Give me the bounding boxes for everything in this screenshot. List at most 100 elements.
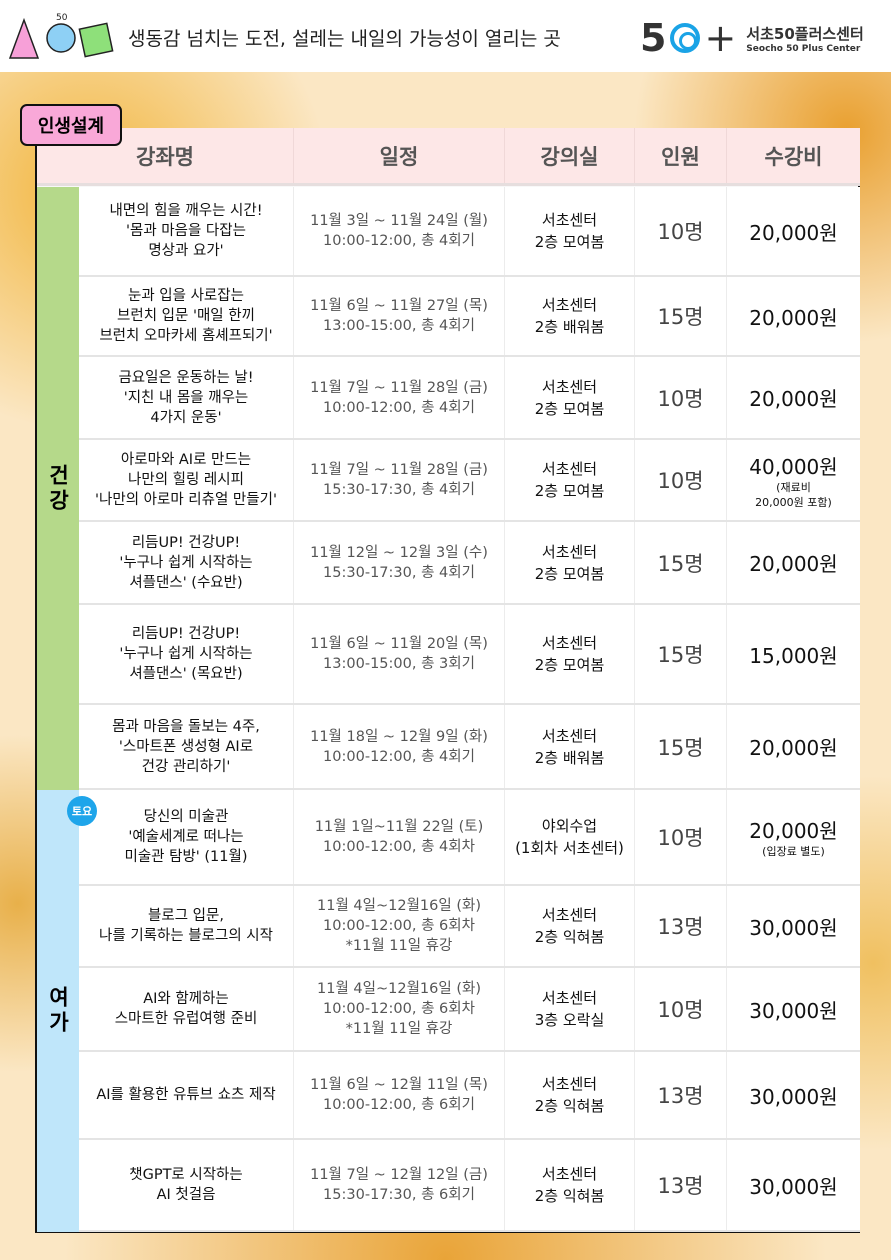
course-capacity: 13명 [635, 886, 727, 966]
course-schedule: 11월 18일 ~ 12월 9일 (화) 10:00-12:00, 총 4회기 [294, 705, 505, 788]
course-fee-cell: 20,000원 (입장료 별도) [727, 790, 860, 884]
course-fee: 40,000원 [749, 454, 838, 479]
course-schedule: 11월 6일 ~ 11월 27일 (목) 13:00-15:00, 총 4회기 [294, 277, 505, 355]
category-health: 건강 [37, 187, 79, 790]
table-row: AI와 함께하는 스마트한 유럽여행 준비 11월 4일~12월16일 (화) … [79, 968, 860, 1052]
course-name: 내면의 힘을 깨우는 시간! '몸과 마음을 다잡는 명상과 요가' [79, 187, 294, 275]
course-fee-cell: 30,000원 [727, 1052, 860, 1138]
course-room: 서초센터 2층 익혀봄 [505, 886, 635, 966]
course-name: 아로마와 AI로 만드는 나만의 힐링 레시피 '나만의 아로마 리츄얼 만들기… [79, 440, 294, 520]
ring-icon [670, 23, 701, 53]
course-fee-cell: 30,000원 [727, 1140, 860, 1230]
course-capacity: 15명 [635, 705, 727, 788]
course-capacity: 15명 [635, 277, 727, 355]
course-name: 금요일은 운동하는 날! '지친 내 몸을 깨우는 4가지 운동' [79, 357, 294, 438]
course-fee: 30,000원 [749, 915, 838, 940]
course-fee-cell: 30,000원 [727, 886, 860, 966]
course-room: 서초센터 2층 익혀봄 [505, 1052, 635, 1138]
course-fee: 20,000원 [749, 552, 838, 576]
course-name: 리듬UP! 건강UP! '누구나 쉽게 시작하는 셔플댄스' (수요반) [79, 522, 294, 603]
course-schedule: 11월 4일~12월16일 (화) 10:00-12:00, 총 6회차 *11… [294, 886, 505, 966]
course-room: 서초센터 2층 모여봄 [505, 357, 635, 438]
col-schedule: 일정 [294, 128, 505, 183]
table-row: 눈과 입을 사로잡는 브런치 입문 '매일 한끼 브런치 오마카세 홈셰프되기'… [79, 277, 860, 357]
course-capacity: 10명 [635, 357, 727, 438]
svg-text:50: 50 [56, 13, 68, 23]
course-capacity: 15명 [635, 605, 727, 703]
course-name: AI와 함께하는 스마트한 유럽여행 준비 [79, 968, 294, 1050]
table-row: 블로그 입문, 나를 기록하는 블로그의 시작 11월 4일~12월16일 (화… [79, 886, 860, 968]
course-name: 몸과 마음을 돌보는 4주, '스마트폰 생성형 AI로 건강 관리하기' [79, 705, 294, 788]
course-room: 서초센터 2층 모여봄 [505, 440, 635, 520]
col-name: 강좌명 [37, 128, 294, 183]
course-name: AI를 활용한 유튜브 쇼츠 제작 [79, 1052, 294, 1138]
col-count: 인원 [635, 128, 727, 183]
course-room: 서초센터 2층 모여봄 [505, 522, 635, 603]
course-name: 눈과 입을 사로잡는 브런치 입문 '매일 한끼 브런치 오마카세 홈셰프되기' [79, 277, 294, 355]
center-name-en: Seocho 50 Plus Center [746, 43, 861, 54]
course-room: 서초센터 2층 배워봄 [505, 705, 635, 788]
table-header: 강좌명 일정 강의실 인원 수강비 [37, 128, 860, 186]
category-leisure: 여가 [37, 790, 79, 1232]
course-fee-cell: 15,000원 [727, 605, 860, 703]
top-banner: 50 생동감 넘치는 도전, 설레는 내일의 가능성이 열리는 곳 5 + 서초… [0, 0, 891, 72]
slogan: 생동감 넘치는 도전, 설레는 내일의 가능성이 열리는 곳 [128, 28, 561, 50]
table-row: 아로마와 AI로 만드는 나만의 힐링 레시피 '나만의 아로마 리츄얼 만들기… [79, 440, 860, 522]
course-fee-cell: 40,000원 (재료비 20,000원 포함) [727, 440, 860, 520]
fee-note: (입장료 별도) [762, 845, 825, 858]
course-fee: 20,000원 [749, 736, 838, 760]
logo-number: 5 [640, 16, 667, 60]
center-name-ko: 서초50플러스센터 [746, 24, 864, 43]
table-row: AI를 활용한 유튜브 쇼츠 제작 11월 6일 ~ 12월 11일 (목) 1… [79, 1052, 860, 1140]
course-capacity: 10명 [635, 968, 727, 1050]
course-fee: 20,000원 [749, 819, 838, 843]
course-capacity: 10명 [635, 187, 727, 275]
col-room: 강의실 [505, 128, 635, 183]
course-capacity: 10명 [635, 440, 727, 520]
program-logo: 50 [8, 13, 114, 59]
course-fee: 20,000원 [749, 305, 838, 330]
table-row: 리듬UP! 건강UP! '누구나 쉽게 시작하는 셔플댄스' (수요반) 11월… [79, 522, 860, 605]
course-name: 블로그 입문, 나를 기록하는 블로그의 시작 [79, 886, 294, 966]
course-fee: 30,000원 [749, 1084, 838, 1109]
table-row: 내면의 힘을 깨우는 시간! '몸과 마음을 다잡는 명상과 요가' 11월 3… [79, 187, 860, 277]
course-capacity: 10명 [635, 790, 727, 884]
section-badge: 인생설계 [20, 104, 122, 146]
logo-plus: + [704, 16, 737, 60]
course-name: 리듬UP! 건강UP! '누구나 쉽게 시작하는 셔플댄스' (목요반) [79, 605, 294, 703]
course-fee: 20,000원 [749, 387, 838, 411]
course-fee-cell: 20,000원 [727, 705, 860, 788]
course-schedule: 11월 7일 ~ 12월 12일 (금) 15:30-17:30, 총 6회기 [294, 1140, 505, 1230]
course-schedule: 11월 3일 ~ 11월 24일 (월) 10:00-12:00, 총 4회기 [294, 187, 505, 275]
course-fee: 15,000원 [749, 643, 838, 668]
course-capacity: 13명 [635, 1140, 727, 1230]
course-room: 서초센터 3층 오락실 [505, 968, 635, 1050]
course-fee-cell: 30,000원 [727, 968, 860, 1050]
course-fee-cell: 20,000원 [727, 522, 860, 603]
course-capacity: 15명 [635, 522, 727, 603]
course-schedule: 11월 4일~12월16일 (화) 10:00-12:00, 총 6회차 *11… [294, 968, 505, 1050]
saturday-badge: 토요 [67, 796, 97, 826]
course-room: 야외수업 (1회차 서초센터) [505, 790, 635, 884]
table-row: 몸과 마음을 돌보는 4주, '스마트폰 생성형 AI로 건강 관리하기' 11… [79, 705, 860, 790]
course-schedule: 11월 7일 ~ 11월 28일 (금) 10:00-12:00, 총 4회기 [294, 357, 505, 438]
course-name: 당신의 미술관 '예술세계로 떠나는 미술관 탐방' (11월) [79, 790, 294, 884]
course-table: 강좌명 일정 강의실 인원 수강비 건강 여가 내면의 힘을 깨우는 시간! '… [35, 128, 860, 1233]
table-row: 금요일은 운동하는 날! '지친 내 몸을 깨우는 4가지 운동' 11월 7일… [79, 357, 860, 440]
table-row: 리듬UP! 건강UP! '누구나 쉽게 시작하는 셔플댄스' (목요반) 11월… [79, 605, 860, 705]
course-room: 서초센터 2층 모여봄 [505, 187, 635, 275]
course-fee: 30,000원 [749, 1174, 838, 1199]
course-name: 챗GPT로 시작하는 AI 첫걸음 [79, 1140, 294, 1230]
course-room: 서초센터 2층 배워봄 [505, 277, 635, 355]
fee-note: (재료비 20,000원 포함) [755, 480, 832, 509]
course-fee: 20,000원 [749, 220, 838, 245]
course-schedule: 11월 7일 ~ 11월 28일 (금) 15:30-17:30, 총 4회기 [294, 440, 505, 520]
course-capacity: 13명 [635, 1052, 727, 1138]
center-logo: 5 + 서초50플러스센터 Seocho 50 Plus Center [640, 18, 864, 58]
course-schedule: 11월 6일 ~ 11월 20일 (목) 13:00-15:00, 총 3회기 [294, 605, 505, 703]
table-row: 당신의 미술관 '예술세계로 떠나는 미술관 탐방' (11월) 11월 1일~… [79, 790, 860, 886]
course-schedule: 11월 12일 ~ 12월 3일 (수) 15:30-17:30, 총 4회기 [294, 522, 505, 603]
course-schedule: 11월 6일 ~ 12월 11일 (목) 10:00-12:00, 총 6회기 [294, 1052, 505, 1138]
course-fee-cell: 20,000원 [727, 357, 860, 438]
course-fee-cell: 20,000원 [727, 277, 860, 355]
